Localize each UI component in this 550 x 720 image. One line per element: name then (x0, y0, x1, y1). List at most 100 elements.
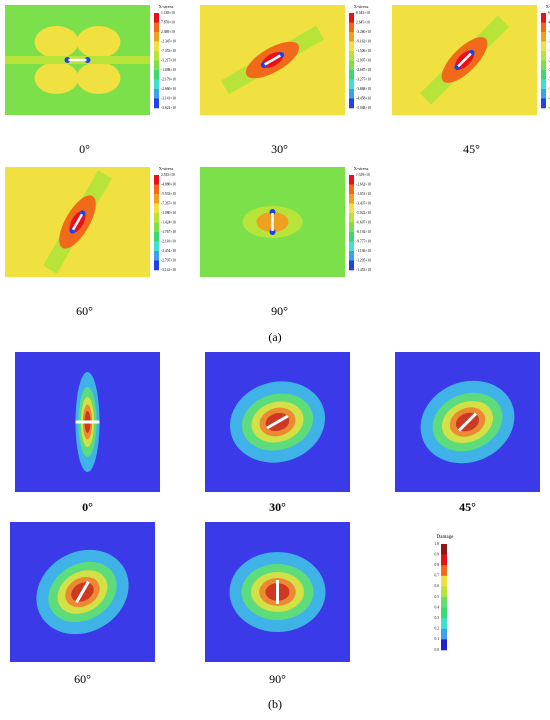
colorbar-tick: -7.367×10 (161, 201, 176, 205)
colorbar-tick: -1.453×10 (356, 268, 371, 272)
colorbar-tick: 0.9 (435, 552, 440, 556)
colorbar-segment (154, 89, 159, 99)
colorbar-tick: -1.295×10 (356, 258, 371, 262)
colorbar-tick: -4.222×10 (548, 96, 550, 100)
colorbar-segment (349, 241, 354, 252)
stress-panel: X-stress 6.045×10 4.875×10 -4.674×10 -1.004×… (392, 4, 550, 156)
crack (457, 412, 478, 432)
colorbar-tick: -4.458×10 (356, 96, 371, 100)
colorbar-segment (154, 175, 159, 185)
colorbar-tick: 0.4 (435, 605, 440, 609)
panel-label: 45° (459, 500, 476, 514)
colorbar-tick: -5.933×10 (161, 192, 176, 196)
colorbar-segment (349, 98, 354, 109)
tip (269, 229, 276, 235)
colorbar-tick: -4.674×10 (548, 30, 550, 34)
crack (75, 580, 90, 604)
colorbar-tick: -1.080×10 (161, 211, 176, 215)
colorbar-segment (441, 586, 447, 598)
colorbar-segment (541, 22, 546, 33)
damage-panel: 45° (395, 352, 540, 514)
colorbar-tick: -9.162×10 (356, 39, 371, 43)
colorbar-segment (541, 51, 546, 61)
colorbar-tick: -2.687×10 (356, 68, 371, 72)
colorbar-segment (349, 79, 354, 90)
stress-panel: X-stress 2.535×10 -4.980×10 -5.933×10 -7.367… (5, 166, 176, 318)
colorbar-tick: 2.535×10 (161, 173, 175, 177)
panel-label: 60° (74, 672, 91, 686)
colorbar-tick: -8.192×10 (356, 230, 371, 234)
colorbar-tick: -2.615×10 (548, 68, 550, 72)
colorbar-segment (349, 175, 354, 185)
colorbar-tick: 0.6 (435, 584, 440, 588)
damage-panel: 90° (205, 522, 350, 686)
colorbar-segment (441, 607, 447, 619)
colorbar-tick: -1.698×10 (161, 68, 176, 72)
colorbar-segment (349, 70, 354, 80)
colorbar-segment (441, 565, 447, 577)
colorbar-tick: -1.506×10 (356, 49, 371, 53)
colorbar-tick: 0.5 (435, 595, 440, 599)
colorbar-tick: 0.3 (435, 616, 440, 620)
colorbar-title: X-stress (546, 4, 550, 9)
colorbar-segment (541, 70, 546, 80)
panel-label: 0° (82, 500, 93, 514)
colorbar-segment (541, 13, 546, 23)
tip (64, 57, 71, 63)
colorbar-tick: 2.645×10 (356, 20, 370, 24)
colorbar-segment (349, 13, 354, 23)
colorbar-segment (541, 41, 546, 52)
colorbar-segment (541, 60, 546, 71)
colorbar-segment (349, 213, 354, 223)
colorbar-tick: -1.217×10 (161, 58, 176, 62)
panel-label: 90° (271, 304, 288, 318)
stress-lobe (34, 26, 79, 58)
stress-lobe (34, 62, 79, 94)
colorbar-tick: -1.136×10 (356, 249, 371, 253)
panel-label: 30° (269, 500, 286, 514)
colorbar-segment (349, 260, 354, 271)
colorbar-tick: -1.004×10 (548, 39, 550, 43)
colorbar-segment (154, 32, 159, 42)
colorbar-segment (441, 554, 447, 566)
panel-label: 0° (79, 142, 90, 156)
colorbar-tick: -2.662×10 (356, 182, 371, 186)
colorbar-segment (154, 41, 159, 52)
colorbar-segment (154, 194, 159, 204)
colorbar-segment (349, 32, 354, 42)
colorbar-tick: 1.138×10 (161, 11, 175, 15)
colorbar-segment (154, 241, 159, 252)
panel-label: 45° (463, 142, 480, 156)
colorbar-tick: -3.685×10 (548, 87, 550, 91)
damage-panel: 60° (10, 522, 155, 686)
colorbar-segment (154, 13, 159, 23)
panel-label: 30° (271, 142, 288, 156)
stress-panel: X-stress 1.138×10 7.870×10 2.388×10 -2.345×1… (5, 4, 176, 156)
colorbar-segment (541, 32, 546, 42)
colorbar-segment (349, 89, 354, 99)
colorbar-tick: -1.540×10 (548, 49, 550, 53)
colorbar-tick: -3.868×10 (356, 87, 371, 91)
colorbar-segment (349, 222, 354, 233)
colorbar-segment (349, 51, 354, 61)
colorbar-segment (349, 232, 354, 242)
damage-colorbar: Damage 1.0 0.9 0.8 0.7 0.6 0.5 0.4 0.3 0.2 0.1 0.0 (435, 535, 455, 652)
colorbar-tick: 1.319×10 (356, 173, 370, 177)
damage-panel: 30° (205, 352, 350, 514)
colorbar-segment (154, 213, 159, 223)
colorbar-tick: -4.980×10 (161, 182, 176, 186)
stress-lobe (76, 26, 121, 58)
colorbar-segment (154, 260, 159, 271)
colorbar-segment (349, 194, 354, 204)
colorbar-segment (441, 628, 447, 640)
colorbar-tick: -3.141×10 (161, 268, 176, 272)
colorbar-segment (154, 232, 159, 242)
colorbar-tick: -3.141×10 (161, 96, 176, 100)
colorbar-title: X-stress (159, 4, 174, 9)
colorbar-segment (541, 98, 546, 109)
colorbar-title: X-stress (159, 166, 174, 171)
crack (264, 54, 281, 66)
colorbar-segment (154, 22, 159, 33)
colorbar-segment (154, 222, 159, 233)
part-label: (b) (268, 697, 282, 711)
